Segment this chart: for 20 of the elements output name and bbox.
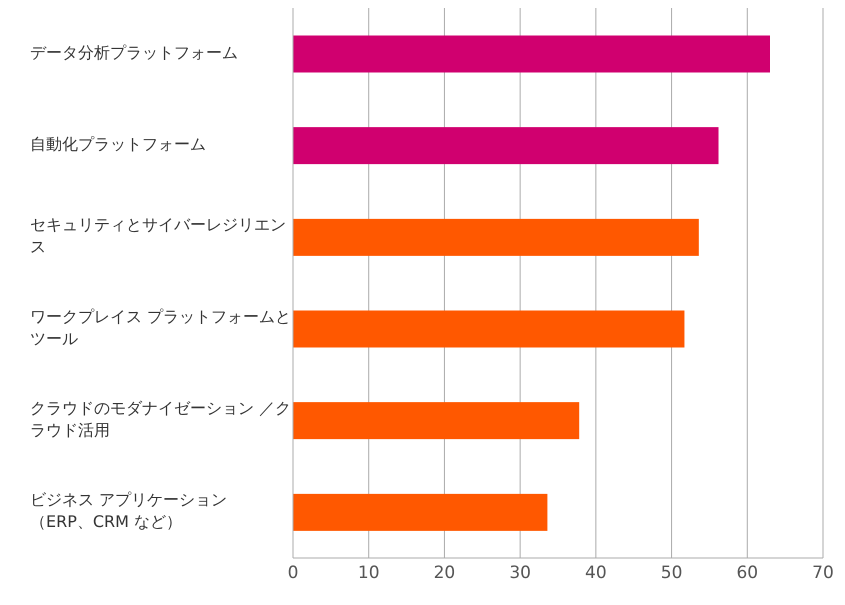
- y-tick-label: 自動化プラットフォーム: [30, 134, 206, 154]
- y-tick-label: クラウドのモダナイゼーション ／クラウド活用: [30, 398, 292, 440]
- y-tick-label: ワークプレイス プラットフォームとツール: [30, 307, 292, 348]
- x-tick-label: 0: [288, 563, 298, 584]
- bar: [293, 36, 770, 72]
- y-tick-label: セキュリティとサイバーレジリエンス: [30, 216, 286, 257]
- x-tick-label: 60: [736, 563, 758, 584]
- y-tick-label: ビジネス アプリケーション（ERP、CRM など）: [30, 490, 228, 532]
- x-tick-label: 70: [812, 563, 834, 584]
- y-tick-label: データ分析プラットフォーム: [30, 43, 238, 62]
- bar: [293, 310, 684, 348]
- bar: [293, 494, 548, 531]
- x-tick-label: 30: [509, 563, 531, 584]
- bar: [293, 402, 580, 440]
- bar: [293, 218, 699, 256]
- bar: [293, 127, 719, 164]
- x-tick-label: 20: [434, 563, 456, 584]
- x-tick-label: 50: [660, 563, 682, 584]
- x-tick-label: 10: [358, 563, 380, 584]
- x-tick-label: 40: [585, 563, 607, 584]
